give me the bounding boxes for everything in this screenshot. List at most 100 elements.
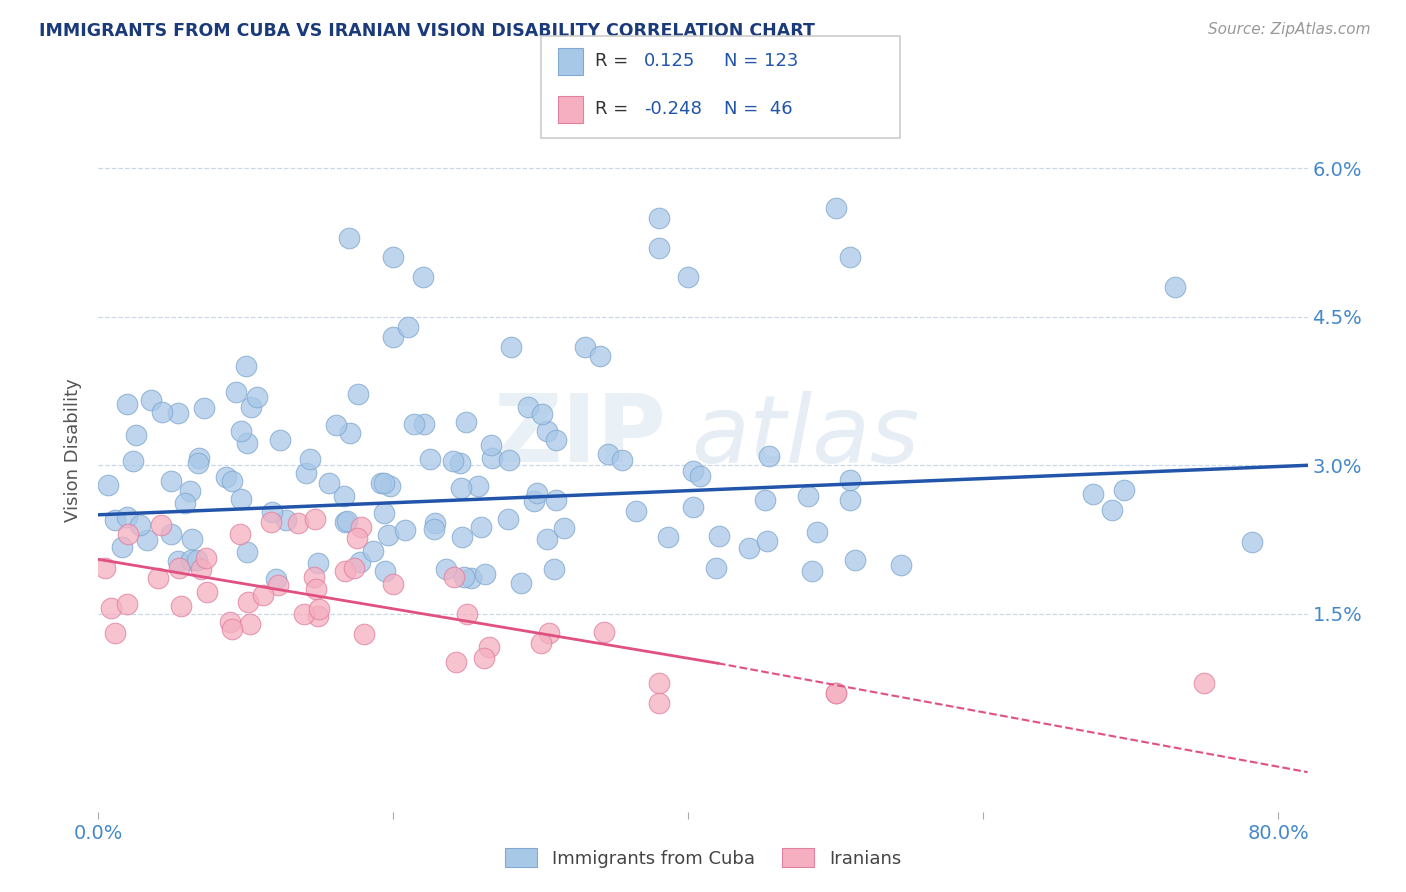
Point: [453, 570, 475, 584]
Point: [382, 577, 405, 591]
Point: [349, 555, 371, 569]
Point: [412, 417, 434, 431]
Point: [152, 404, 174, 418]
Point: [797, 489, 820, 503]
Point: [890, 558, 912, 572]
Point: [117, 527, 139, 541]
Point: [167, 406, 190, 420]
Point: [456, 607, 478, 621]
Point: [824, 201, 846, 215]
Point: [117, 597, 139, 611]
Point: [236, 595, 259, 609]
Point: [305, 582, 328, 596]
Point: [339, 426, 361, 441]
Point: [361, 543, 384, 558]
Point: [709, 529, 731, 543]
Text: IMMIGRANTS FROM CUBA VS IRANIAN VISION DISABILITY CORRELATION CHART: IMMIGRANTS FROM CUBA VS IRANIAN VISION D…: [39, 22, 815, 40]
Point: [839, 251, 862, 265]
Point: [593, 625, 616, 640]
Point: [1112, 483, 1135, 498]
Point: [378, 479, 401, 493]
Point: [276, 513, 298, 527]
Point: [333, 515, 356, 529]
Point: [93, 561, 115, 575]
Point: [325, 417, 347, 432]
Point: [648, 211, 671, 225]
Text: N =  46: N = 46: [724, 101, 793, 119]
Point: [350, 520, 373, 534]
Point: [195, 585, 218, 599]
Point: [1194, 676, 1216, 690]
Point: [159, 474, 181, 488]
Point: [496, 511, 519, 525]
Point: [470, 519, 492, 533]
Point: [264, 572, 287, 586]
Point: [682, 464, 704, 478]
Point: [756, 533, 779, 548]
Point: [801, 564, 824, 578]
Point: [149, 517, 172, 532]
Point: [246, 391, 269, 405]
Point: [221, 622, 243, 636]
Point: [402, 417, 425, 432]
Point: [146, 571, 169, 585]
Point: [1164, 280, 1187, 294]
Point: [117, 397, 139, 411]
Point: [239, 400, 262, 414]
Point: [382, 251, 405, 265]
Point: [370, 476, 392, 491]
Point: [287, 516, 309, 531]
Text: -0.248: -0.248: [644, 101, 702, 119]
Point: [824, 686, 846, 700]
Point: [434, 562, 457, 576]
Point: [260, 515, 283, 529]
Point: [624, 504, 647, 518]
Point: [307, 556, 329, 570]
Point: [337, 230, 360, 244]
Point: [97, 477, 120, 491]
Point: [501, 339, 523, 353]
Point: [336, 514, 359, 528]
Point: [451, 530, 474, 544]
Point: [382, 329, 405, 343]
Point: [121, 453, 143, 467]
Point: [318, 476, 340, 491]
Point: [546, 433, 568, 447]
Point: [195, 550, 218, 565]
Point: [169, 599, 191, 613]
Point: [346, 532, 368, 546]
Point: [215, 470, 238, 484]
Point: [269, 433, 291, 447]
Point: [236, 436, 259, 450]
Point: [648, 241, 671, 255]
Point: [536, 532, 558, 546]
Point: [523, 494, 546, 508]
Point: [648, 676, 671, 690]
Point: [412, 270, 434, 285]
Point: [526, 485, 548, 500]
Point: [252, 588, 274, 602]
Text: 0.125: 0.125: [644, 53, 696, 70]
Point: [174, 496, 197, 510]
Point: [510, 575, 533, 590]
Point: [517, 401, 540, 415]
Point: [648, 696, 671, 710]
Point: [444, 655, 467, 669]
Text: atlas: atlas: [690, 391, 920, 482]
Point: [179, 483, 201, 498]
Point: [292, 607, 315, 621]
Point: [738, 541, 761, 556]
Point: [454, 415, 477, 429]
Point: [125, 427, 148, 442]
Point: [839, 492, 862, 507]
Point: [449, 456, 471, 470]
Point: [373, 506, 395, 520]
Point: [467, 478, 489, 492]
Point: [221, 475, 243, 489]
Point: [1241, 535, 1264, 549]
Point: [530, 636, 553, 650]
Point: [460, 571, 482, 585]
Point: [678, 270, 700, 285]
Point: [531, 407, 554, 421]
Point: [546, 492, 568, 507]
